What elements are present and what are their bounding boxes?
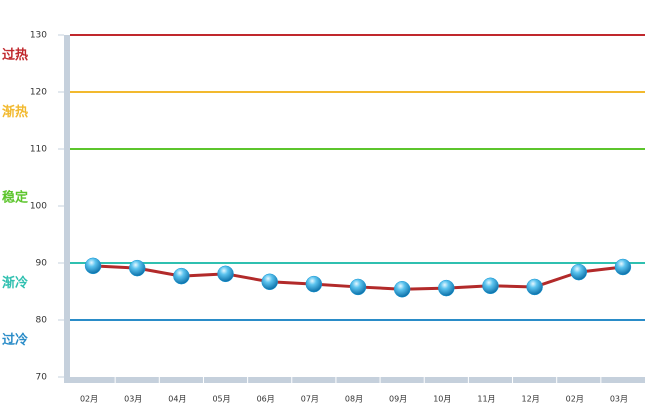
data-point (217, 265, 234, 283)
x-tick-label: 02月 (566, 395, 584, 404)
data-point (128, 259, 146, 277)
data-point (261, 273, 278, 291)
y-tick-label: 100 (30, 202, 47, 212)
x-tick-label: 03月 (124, 395, 142, 404)
data-point (84, 257, 102, 275)
zone-label: 过冷 (2, 332, 28, 348)
y-tick-label: 110 (30, 145, 47, 155)
x-tick-label: 02月 (80, 395, 98, 404)
x-axis-bar (64, 377, 645, 383)
y-axis-bar (64, 35, 70, 383)
x-tick-label: 12月 (522, 395, 540, 404)
data-point (305, 275, 323, 293)
zone-label: 过热 (2, 47, 28, 63)
y-tick-label: 120 (30, 88, 47, 98)
x-tick-label: 04月 (168, 395, 186, 404)
data-point (438, 279, 455, 297)
data-point (526, 278, 543, 296)
zone-label: 渐热 (2, 104, 28, 120)
y-tick-label: 130 (30, 31, 47, 41)
data-point (349, 278, 367, 296)
data-point (393, 280, 411, 298)
zone-label: 稳定 (2, 190, 28, 206)
x-tick-label: 06月 (257, 395, 275, 404)
x-tick-label: 05月 (212, 395, 230, 404)
data-point (482, 277, 499, 295)
x-tick-label: 08月 (345, 395, 363, 404)
x-tick-label: 10月 (433, 395, 451, 404)
data-point (614, 258, 632, 276)
data-point (173, 267, 190, 285)
zone-label: 渐冷 (2, 275, 28, 291)
data-point (570, 263, 588, 281)
y-tick-label: 70 (36, 373, 48, 383)
y-tick-label: 80 (36, 316, 48, 326)
x-tick-label: 03月 (610, 395, 628, 404)
x-tick-label: 09月 (389, 395, 407, 404)
x-tick-label: 07月 (301, 395, 319, 404)
x-tick-label: 11月 (477, 395, 495, 404)
y-tick-label: 90 (36, 259, 48, 269)
